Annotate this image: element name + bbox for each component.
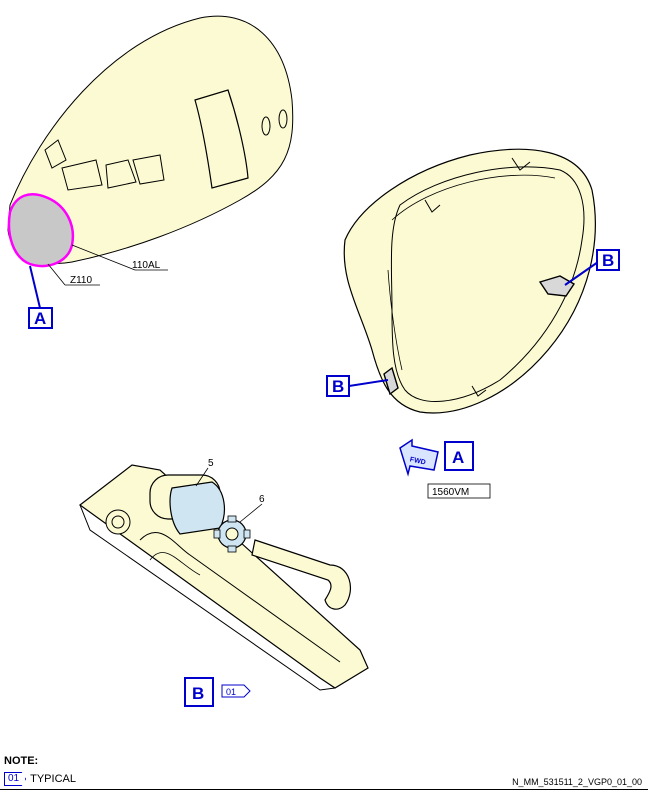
zone-label-z110: Z110	[70, 275, 92, 286]
typical-tag: 01	[221, 684, 251, 698]
svg-text:01: 01	[226, 687, 236, 697]
view-label-a: A	[444, 441, 474, 471]
svg-text:B: B	[192, 684, 204, 703]
document-id: N_MM_531511_2_VGP0_01_00	[512, 777, 642, 787]
view-reference: 1560VM	[427, 483, 491, 499]
note-line: 01 TYPICAL	[4, 772, 76, 786]
svg-text:A: A	[34, 309, 46, 328]
note-text: TYPICAL	[30, 773, 76, 785]
svg-text:B: B	[602, 251, 614, 270]
item-number-5: 5	[208, 458, 214, 469]
sleeve-item-5	[169, 481, 226, 535]
zone-label-110al: 110AL	[132, 260, 161, 271]
view-label-b: B	[184, 677, 214, 707]
fwd-arrow-icon: FWD	[399, 438, 439, 477]
svg-text:FWD: FWD	[409, 456, 426, 466]
note-title: NOTE:	[4, 755, 39, 767]
callout-b-lower[interactable]: B	[326, 375, 350, 397]
bottom-rule	[0, 789, 648, 790]
svg-text:B: B	[332, 377, 344, 396]
note-tag: 01	[4, 772, 27, 786]
svg-text:A: A	[452, 448, 464, 467]
callout-a-nose[interactable]: A	[28, 307, 53, 329]
svg-text:1560VM: 1560VM	[432, 487, 469, 498]
latch-detail-b	[78, 464, 369, 691]
nut-item-6	[213, 515, 251, 553]
item-number-6: 6	[259, 494, 265, 505]
aircraft-nose	[7, 15, 294, 268]
radome-view-a	[343, 148, 596, 414]
callout-b-upper[interactable]: B	[596, 249, 620, 271]
